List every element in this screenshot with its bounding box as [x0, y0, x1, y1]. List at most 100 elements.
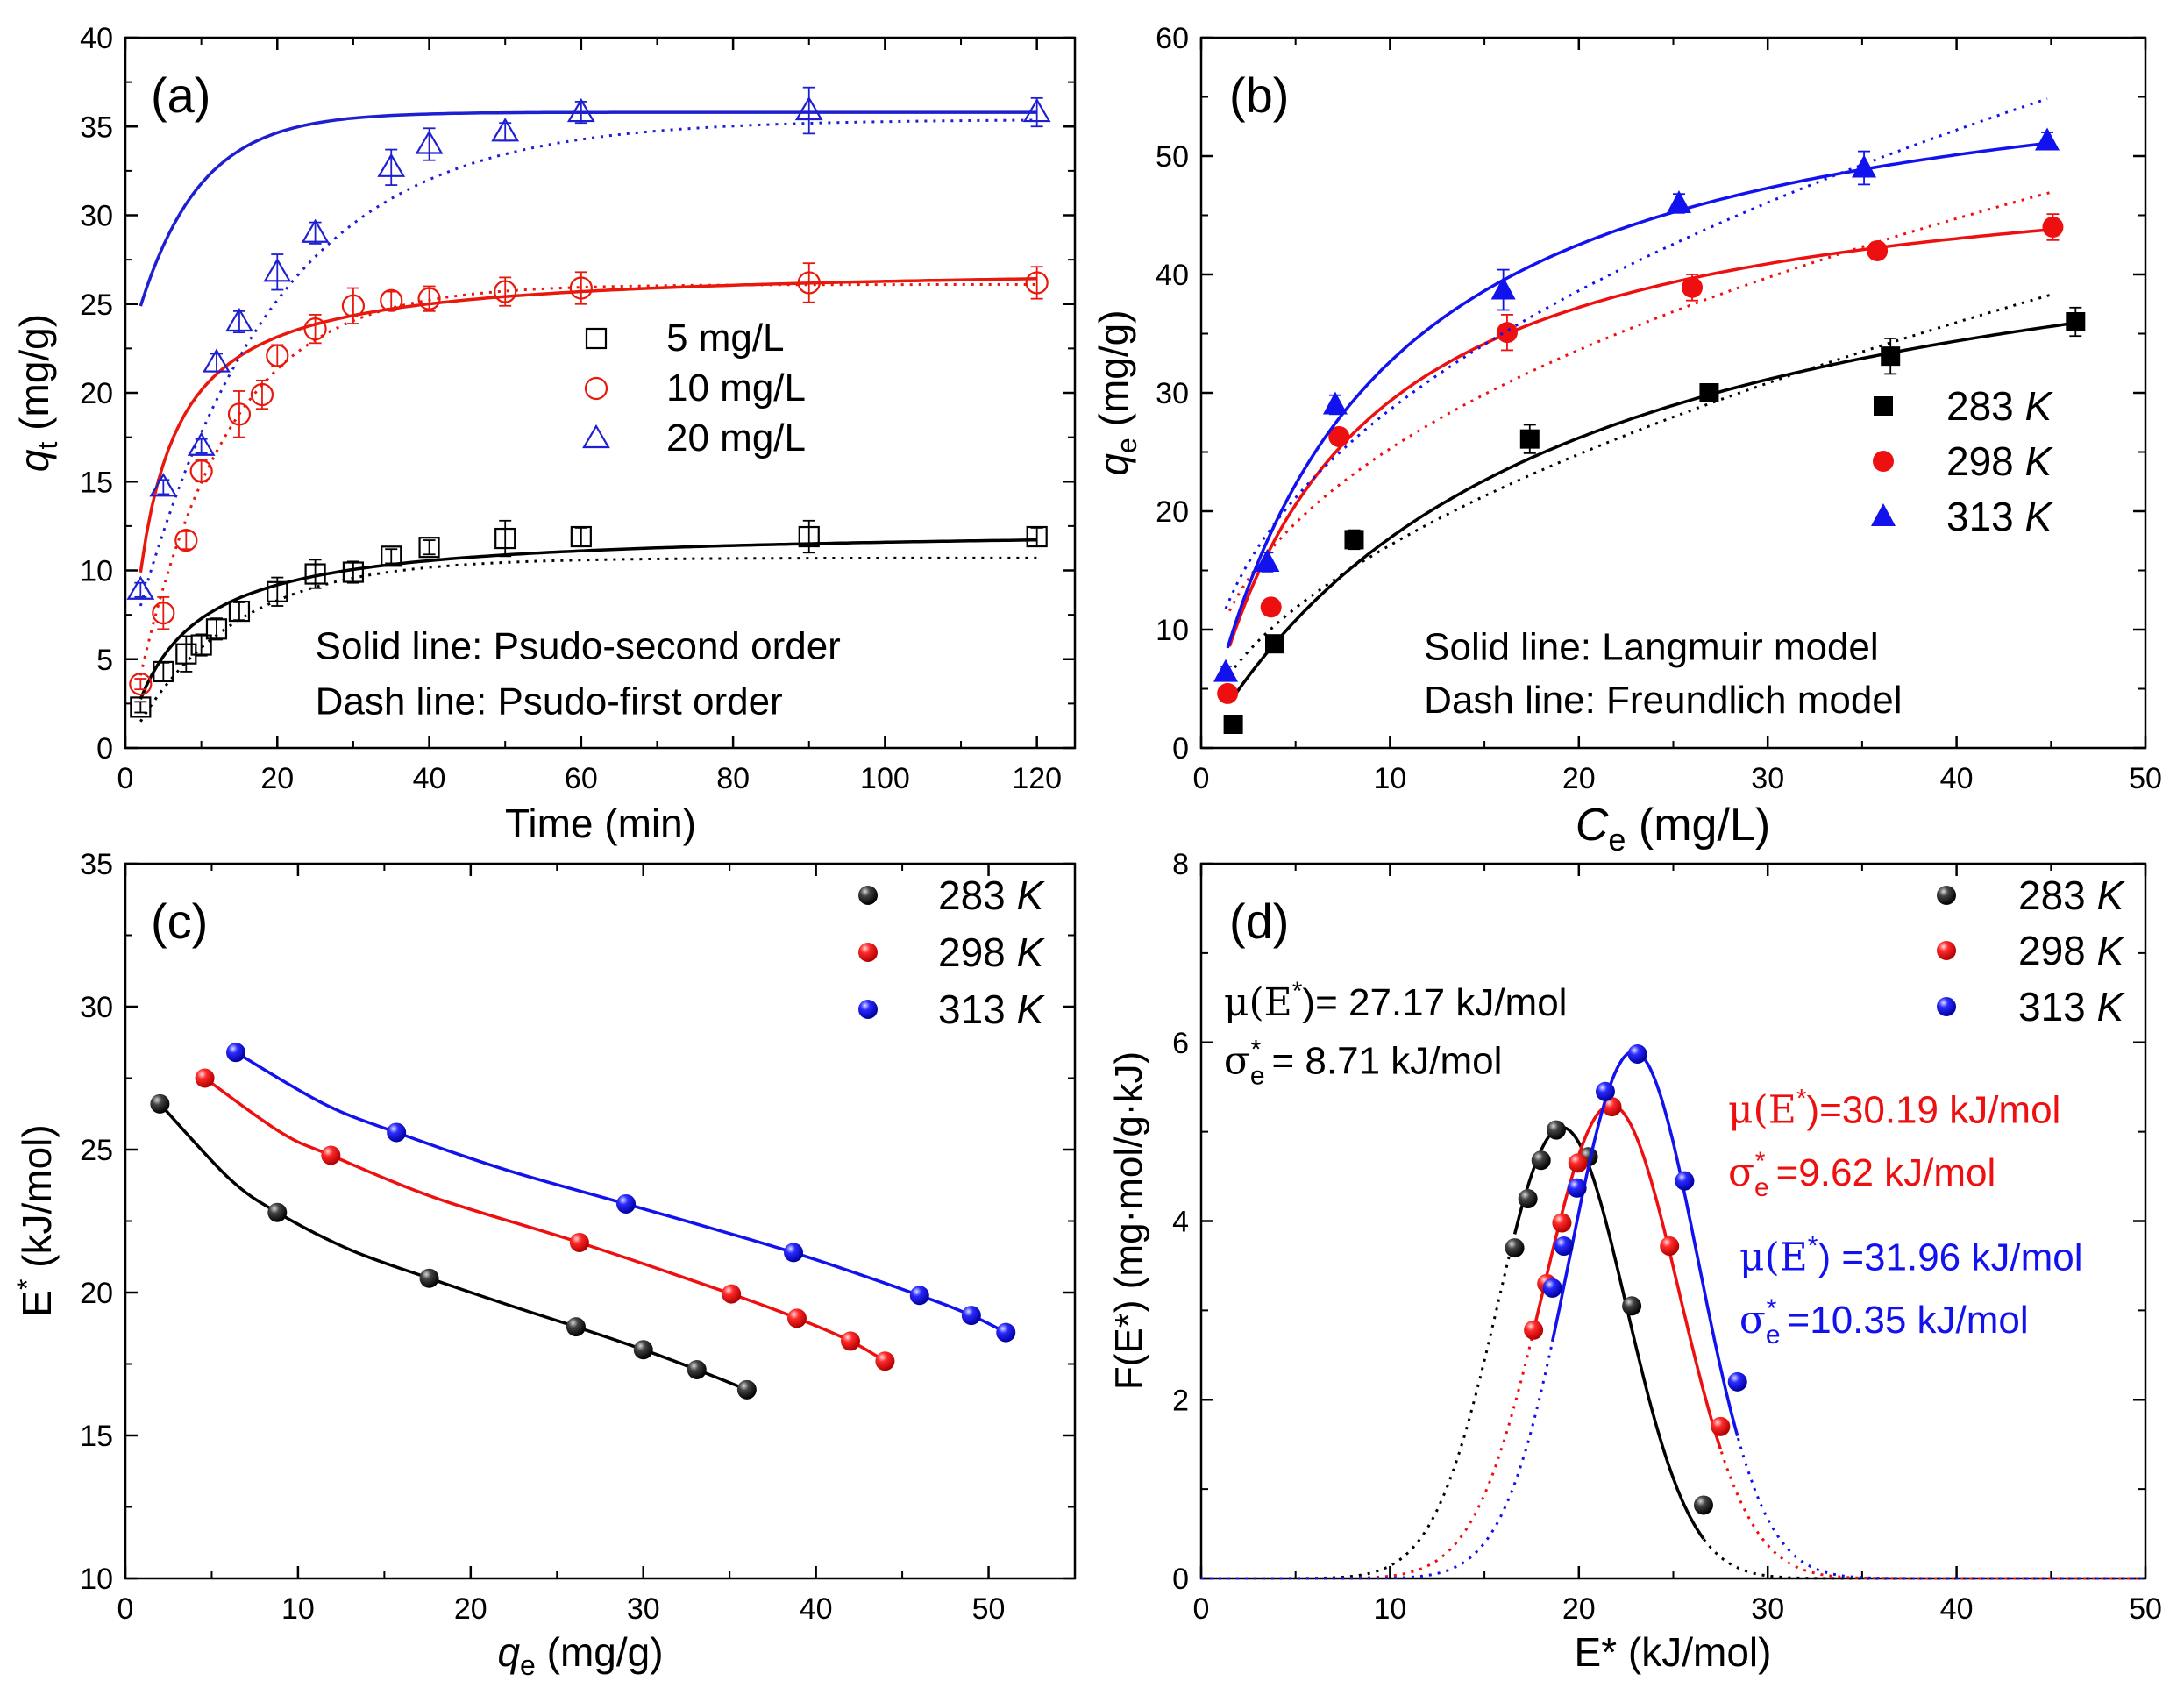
x-tick-label-d: 0: [1193, 1592, 1210, 1626]
data-point: [1213, 659, 1239, 682]
y-tick-label-c: 15: [80, 1420, 113, 1453]
x-tick-label-b: 40: [1940, 762, 1974, 795]
x-tick-label-b: 20: [1562, 762, 1596, 795]
legend-label-283: 283 K: [1946, 383, 2054, 429]
data-point: [1328, 425, 1350, 447]
data-point: [1881, 346, 1901, 367]
legend-marker: [584, 376, 608, 401]
data-point: [321, 1145, 341, 1165]
data-point: [1867, 240, 1889, 261]
legend-temp: 298: [1946, 438, 2025, 484]
x-tick-label-a: 120: [1012, 762, 1062, 795]
data-point: [1217, 682, 1239, 704]
x-tick-label-c: 20: [454, 1592, 487, 1626]
data-point: [491, 118, 520, 142]
data-point: [1344, 530, 1364, 550]
data-point: [1025, 271, 1049, 295]
solid-fit-line: [139, 538, 1037, 700]
sigma-value: =10.35 kJ/mol: [1776, 1299, 2028, 1342]
legend-marker: [1937, 941, 1956, 960]
x-tick-label-a: 60: [565, 762, 598, 795]
x-tick-label-d: 40: [1940, 1592, 1974, 1626]
data-point: [153, 660, 174, 683]
x-tick-label-a: 20: [260, 762, 294, 795]
data-point: [195, 1068, 215, 1088]
data-point: [129, 672, 153, 696]
solid-distribution-line: [1512, 1125, 1705, 1540]
data-point: [1568, 1153, 1588, 1173]
series-group-a: [126, 86, 1051, 723]
data-point: [494, 527, 516, 550]
dash-distribution-line: [1201, 1103, 2145, 1580]
x-tick-label-c: 50: [972, 1592, 1006, 1626]
data-point: [494, 280, 517, 303]
series-1-b: [1217, 190, 2064, 704]
data-point: [1567, 1178, 1587, 1198]
legend-temp: 283: [2018, 872, 2097, 918]
axes-b: 0 10 20 30 40 50 0 10 20 30 40 50 60: [1156, 22, 2162, 795]
data-point: [1675, 1171, 1695, 1191]
data-point: [228, 600, 251, 623]
x-tick-label-d: 10: [1373, 1592, 1406, 1626]
y-tick-label-b: 20: [1156, 495, 1189, 529]
data-point: [152, 601, 175, 625]
plot-frame-c: [124, 862, 1077, 1580]
data-point: [1602, 1097, 1622, 1117]
data-point: [301, 218, 330, 243]
data-point: [2066, 312, 2086, 331]
mu-value: )= 27.17 kJ/mol: [1302, 981, 1567, 1024]
data-point: [1546, 1120, 1566, 1140]
y-tick-label-c: 35: [80, 848, 113, 881]
y-axis-title-d: F(E*) (mg·mol/g·kJ): [1107, 1051, 1150, 1390]
sigma-star: *: [1767, 1294, 1777, 1323]
x-tick-label-a: 80: [716, 762, 750, 795]
x-tick-label-b: 0: [1193, 762, 1210, 795]
sigma-symbol: σ: [1728, 1150, 1754, 1195]
x-tick-label-d: 50: [2129, 1592, 2162, 1626]
mu-value: ) =31.96 kJ/mol: [1818, 1236, 2082, 1279]
data-point: [633, 1340, 653, 1360]
legend-label-20mgL: 20 mg/L: [666, 417, 806, 459]
legend-label-283: 283 K: [2018, 872, 2126, 918]
data-point: [225, 307, 253, 332]
data-point: [1627, 1043, 1647, 1064]
y-tick-label-d: 0: [1172, 1563, 1189, 1596]
series-0-d: [1201, 1120, 2145, 1580]
solid-fit-line: [1227, 227, 2055, 647]
sigma-sub: e: [1754, 1173, 1769, 1202]
x-axis-title-b: Ce (mg/L): [1576, 800, 1770, 858]
data-point: [304, 563, 326, 585]
sigma-symbol: σ: [1739, 1298, 1766, 1343]
legend-unit: K: [2097, 984, 2126, 1029]
legend-unit: K: [2025, 494, 2054, 539]
sigma-symbol: σ: [1224, 1038, 1250, 1083]
data-point: [263, 258, 292, 282]
data-point: [1265, 634, 1285, 654]
legend-marker: [585, 327, 608, 350]
data-point: [784, 1243, 804, 1263]
sigma-annotation: σe* =10.35 kJ/mol: [1739, 1294, 2029, 1350]
data-point: [1693, 1495, 1713, 1515]
series-2-c: [226, 1043, 1016, 1343]
data-point: [190, 634, 212, 656]
panel-label-b: (b): [1229, 68, 1289, 123]
legend-temp: 283: [1946, 383, 2025, 429]
data-point: [566, 97, 595, 123]
x-axis-title-a: Time (min): [505, 801, 696, 846]
data-point: [226, 1043, 246, 1063]
mu-star: *: [1292, 977, 1303, 1006]
y-tick-label-a: 15: [80, 466, 113, 499]
panel-c: (c) qe (mg/g) E* (kJ/mol): [11, 862, 1077, 1681]
data-point: [909, 1286, 929, 1306]
sigma-sub: e: [1250, 1061, 1265, 1090]
data-point: [205, 618, 228, 640]
legend-marker: [582, 424, 610, 449]
sigma-value: =9.62 kJ/mol: [1765, 1151, 1995, 1194]
y-tick-label-b: 50: [1156, 140, 1189, 174]
data-point: [377, 153, 406, 177]
data-point: [266, 344, 289, 367]
